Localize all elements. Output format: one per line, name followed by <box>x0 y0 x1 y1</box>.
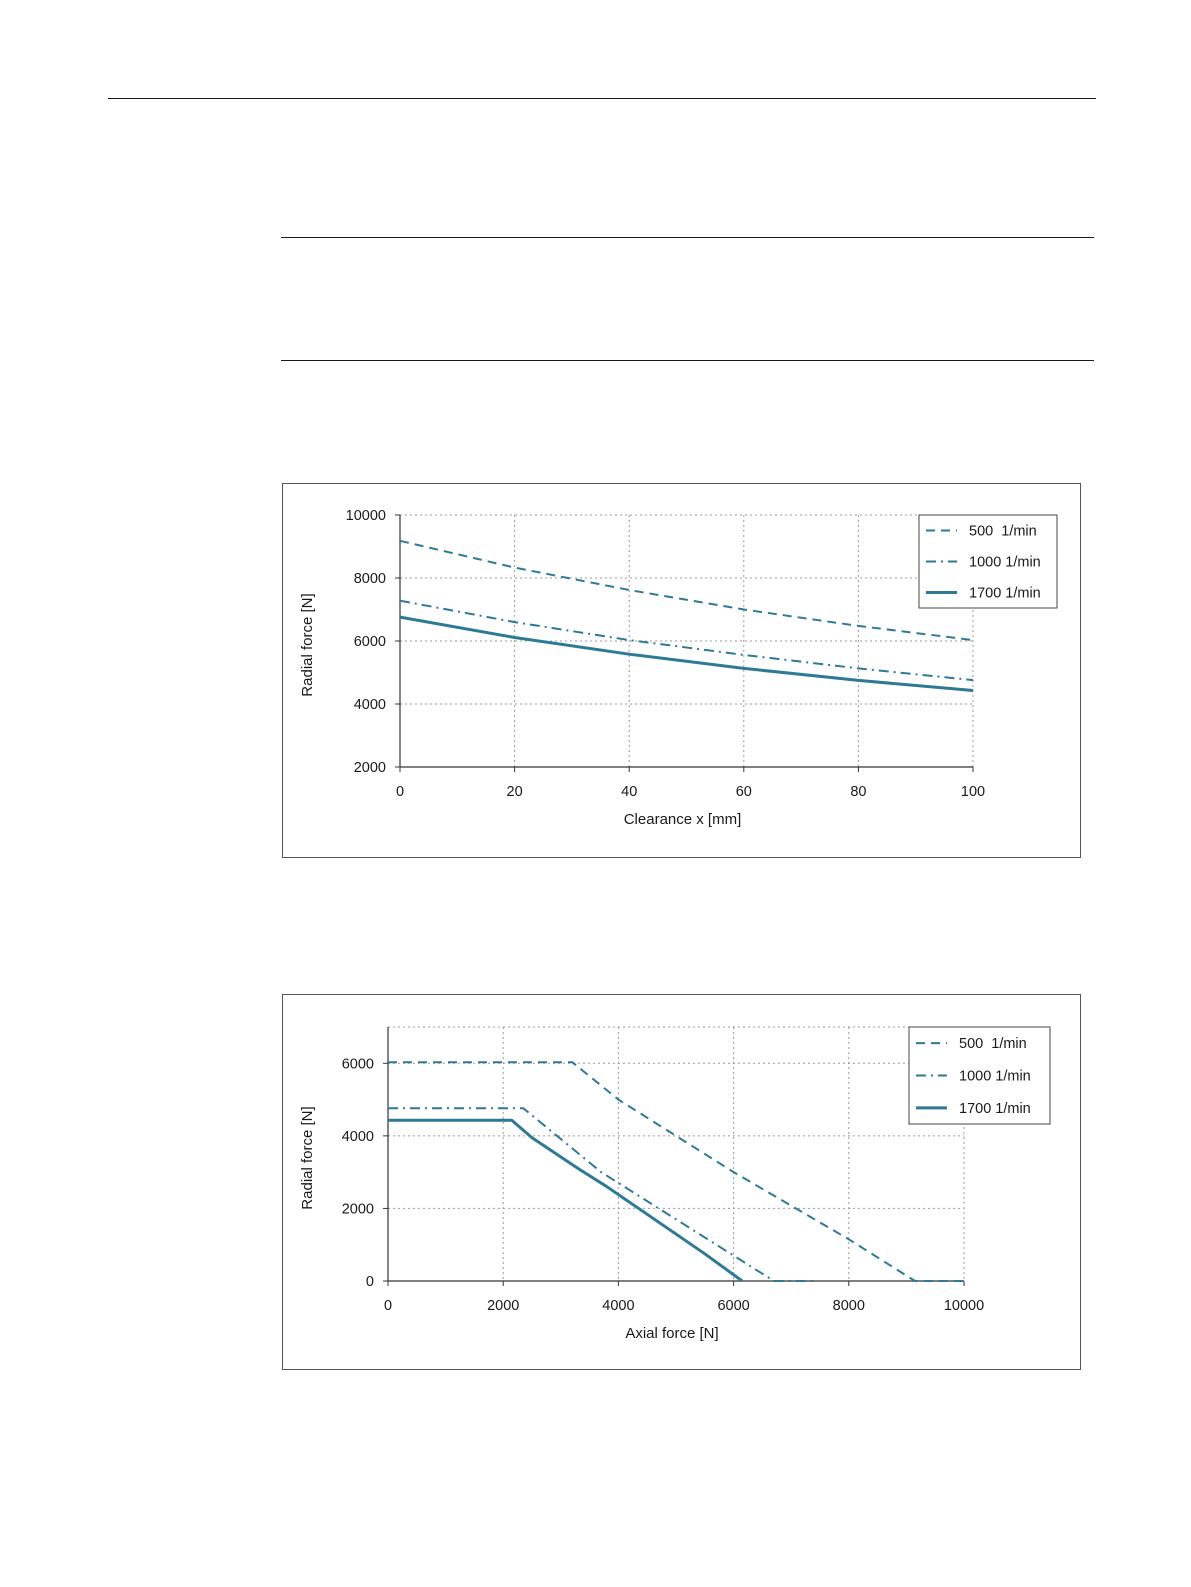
x-tick-label-3: 6000 <box>717 1298 749 1314</box>
y-tick-label-3: 8000 <box>354 571 386 587</box>
legend-label-0: 500 1/min <box>959 1036 1027 1052</box>
series-line-0 <box>399 539 974 642</box>
legend-label-1: 1000 1/min <box>969 555 1041 571</box>
x-tick-label-2: 4000 <box>602 1298 634 1314</box>
legend-label-1: 1000 1/min <box>959 1069 1031 1085</box>
x-tick-label-0: 0 <box>396 784 404 800</box>
y-tick-label-1: 2000 <box>342 1201 374 1217</box>
y-tick-label-0: 2000 <box>354 760 386 776</box>
series-line-1 <box>388 1107 815 1282</box>
y-axis-title: Radial force [N] <box>299 593 316 696</box>
x-tick-label-5: 100 <box>961 784 985 800</box>
radial-axial-force-svg: 0 2000 4000 6000 8000 10000 0 2000 4000 6000 Axial… <box>299 1026 1051 1342</box>
y-axis-title: Radial force [N] <box>299 1106 316 1209</box>
y-tick-label-2: 4000 <box>342 1129 374 1145</box>
legend-label-2: 1700 1/min <box>959 1101 1031 1117</box>
x-axis-title: Axial force [N] <box>625 1325 718 1342</box>
table-top-rule <box>281 237 1094 238</box>
page-header-rule <box>108 98 1096 99</box>
radial-force-clearance-chart: 0 20 40 60 80 100 2000 4000 6000 8000 10000 Clearan… <box>282 483 1081 858</box>
radial-force-clearance-svg: 0 20 40 60 80 100 2000 4000 6000 8000 10000 Clearan… <box>299 508 1058 828</box>
x-tick-label-1: 20 <box>507 784 523 800</box>
y-tick-label-1: 4000 <box>354 697 386 713</box>
x-tick-label-1: 2000 <box>487 1298 519 1314</box>
x-tick-label-5: 10000 <box>944 1298 984 1314</box>
series-line-1 <box>399 599 974 682</box>
x-tick-label-4: 8000 <box>833 1298 865 1314</box>
series-line-0 <box>388 1061 964 1282</box>
x-tick-label-0: 0 <box>384 1298 392 1314</box>
y-tick-label-3: 6000 <box>342 1056 374 1072</box>
legend-label-2: 1700 1/min <box>969 586 1041 602</box>
series-line-2 <box>399 615 974 692</box>
x-tick-label-2: 40 <box>621 784 637 800</box>
y-tick-label-4: 10000 <box>346 508 386 524</box>
legend-label-0: 500 1/min <box>969 524 1037 540</box>
table-bottom-rule <box>281 360 1094 361</box>
y-tick-label-0: 0 <box>366 1274 374 1290</box>
x-tick-label-3: 60 <box>736 784 752 800</box>
x-axis-title: Clearance x [mm] <box>624 811 742 828</box>
series-line-2 <box>388 1118 744 1283</box>
radial-axial-force-chart: 0 2000 4000 6000 8000 10000 0 2000 4000 6000 Axial… <box>282 994 1081 1370</box>
y-tick-label-2: 6000 <box>354 634 386 650</box>
x-tick-label-4: 80 <box>850 784 866 800</box>
